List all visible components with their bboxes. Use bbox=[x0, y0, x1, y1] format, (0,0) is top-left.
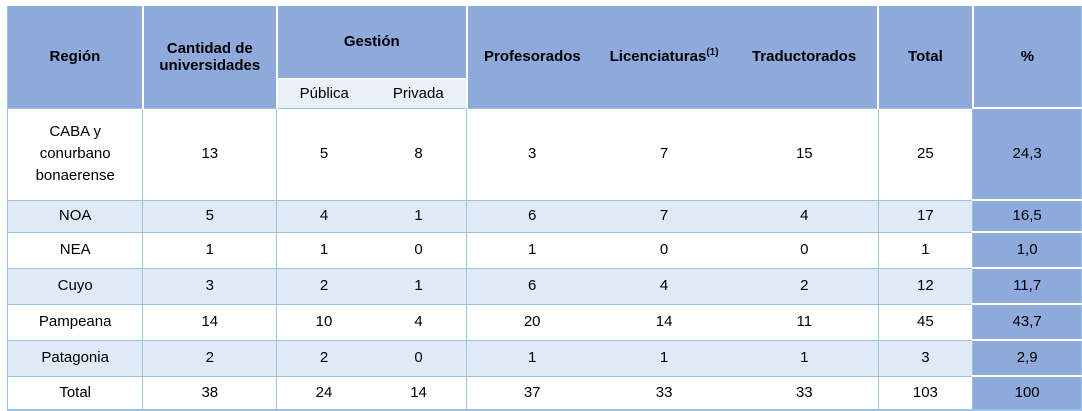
table-row-noa: NOA 5 4 1 6 7 4 17 16,5 bbox=[7, 199, 1082, 232]
table-cell: 25 bbox=[877, 107, 973, 200]
col-header-percent: % bbox=[971, 6, 1082, 108]
table-row-patagonia: Patagonia 2 2 0 1 1 1 3 2,9 bbox=[7, 339, 1082, 376]
universities-by-region-table-container: Región Cantidad de universidades Gestión… bbox=[7, 6, 1082, 411]
col-header-licenciaturas: Licenciaturas(1) bbox=[597, 6, 732, 108]
table-cell: 14 bbox=[597, 303, 732, 340]
table-cell: 37 bbox=[466, 375, 598, 410]
col-header-profesorados: Profesorados bbox=[465, 6, 598, 108]
table-cell: 4 bbox=[597, 267, 732, 304]
col-header-region: Región bbox=[7, 6, 143, 108]
table-cell: 8 bbox=[370, 107, 467, 200]
table-cell: 1 bbox=[877, 231, 973, 268]
table-body: CABA y conurbano bonaerense 13 5 8 3 7 1… bbox=[7, 107, 1082, 410]
table-cell: 1 bbox=[370, 267, 467, 304]
universities-by-region-table: Región Cantidad de universidades Gestión… bbox=[7, 6, 1082, 411]
col-header-privada: Privada bbox=[370, 77, 467, 108]
table-cell: 1 bbox=[142, 231, 277, 268]
percent-cell: 16,5 bbox=[972, 199, 1082, 232]
table-cell: 2 bbox=[731, 267, 878, 304]
table-cell: 4 bbox=[731, 199, 878, 232]
header-row-main: Región Cantidad de universidades Gestión… bbox=[7, 6, 1082, 108]
header-row-sub: Pública Privada bbox=[8, 77, 1082, 108]
table-row-pampeana: Pampeana 14 10 4 20 14 11 45 43,7 bbox=[7, 303, 1082, 340]
table-cell: 10 bbox=[276, 303, 371, 340]
table-cell: 2 bbox=[142, 339, 277, 376]
table-cell: 1 bbox=[466, 231, 598, 268]
table-cell: 7 bbox=[597, 107, 732, 200]
table-cell: 2 bbox=[276, 339, 371, 376]
table-cell: 0 bbox=[597, 231, 732, 268]
percent-cell: 1,0 bbox=[972, 231, 1082, 268]
table-cell: 33 bbox=[597, 375, 732, 410]
percent-cell: 2,9 bbox=[972, 339, 1082, 376]
region-cell: NOA bbox=[7, 199, 143, 232]
table-cell: 1 bbox=[370, 199, 467, 232]
percent-cell: 100 bbox=[972, 375, 1082, 410]
table-cell: 20 bbox=[466, 303, 598, 340]
table-cell: 1 bbox=[597, 339, 732, 376]
col-header-publica: Pública bbox=[275, 77, 371, 108]
table-cell: 5 bbox=[142, 199, 277, 232]
table-cell: 12 bbox=[877, 267, 973, 304]
col-header-licenciaturas-label: Licenciaturas bbox=[609, 48, 707, 66]
table-cell: 1 bbox=[466, 339, 598, 376]
region-cell: CABA y conurbano bonaerense bbox=[7, 107, 143, 200]
table-row-nea: NEA 1 1 0 1 0 0 1 1,0 bbox=[7, 231, 1082, 268]
col-header-traductorados: Traductorados bbox=[731, 6, 878, 108]
col-header-cantidad-universidades: Cantidad de universidades bbox=[141, 6, 277, 108]
region-cell: Patagonia bbox=[7, 339, 143, 376]
percent-cell: 11,7 bbox=[972, 267, 1082, 304]
region-cell: Total bbox=[7, 375, 143, 410]
table-cell: 2 bbox=[276, 267, 371, 304]
percent-cell: 24,3 bbox=[972, 107, 1082, 200]
table-cell: 3 bbox=[877, 339, 973, 376]
table-cell: 1 bbox=[731, 339, 878, 376]
table-cell: 24 bbox=[276, 375, 371, 410]
table-cell: 3 bbox=[466, 107, 598, 200]
table-row-cuyo: Cuyo 3 2 1 6 4 2 12 11,7 bbox=[7, 267, 1082, 304]
table-header: Región Cantidad de universidades Gestión… bbox=[7, 6, 1082, 108]
col-header-gestion-group: Gestión bbox=[275, 6, 467, 78]
col-header-total: Total bbox=[877, 6, 973, 108]
table-row-caba: CABA y conurbano bonaerense 13 5 8 3 7 1… bbox=[7, 107, 1082, 200]
table-cell: 14 bbox=[370, 375, 467, 410]
table-cell: 7 bbox=[597, 199, 732, 232]
table-row-total: Total 38 24 14 37 33 33 103 100 bbox=[7, 375, 1082, 410]
footnote-marker: (1) bbox=[706, 47, 719, 59]
table-cell: 38 bbox=[142, 375, 277, 410]
table-cell: 15 bbox=[731, 107, 878, 200]
percent-cell: 43,7 bbox=[972, 303, 1082, 340]
table-cell: 13 bbox=[142, 107, 277, 200]
table-cell: 6 bbox=[466, 267, 598, 304]
table-cell: 1 bbox=[276, 231, 371, 268]
table-cell: 45 bbox=[877, 303, 973, 340]
table-cell: 0 bbox=[370, 339, 467, 376]
table-cell: 14 bbox=[142, 303, 277, 340]
region-cell: Pampeana bbox=[7, 303, 143, 340]
table-cell: 103 bbox=[877, 375, 973, 410]
table-cell: 33 bbox=[731, 375, 878, 410]
table-cell: 4 bbox=[370, 303, 467, 340]
table-cell: 5 bbox=[276, 107, 371, 200]
region-cell: NEA bbox=[7, 231, 143, 268]
table-cell: 0 bbox=[370, 231, 467, 268]
table-cell: 11 bbox=[731, 303, 878, 340]
table-cell: 17 bbox=[877, 199, 973, 232]
region-cell: Cuyo bbox=[7, 267, 143, 304]
table-cell: 6 bbox=[466, 199, 598, 232]
table-cell: 3 bbox=[142, 267, 277, 304]
table-cell: 4 bbox=[276, 199, 371, 232]
table-cell: 0 bbox=[731, 231, 878, 268]
